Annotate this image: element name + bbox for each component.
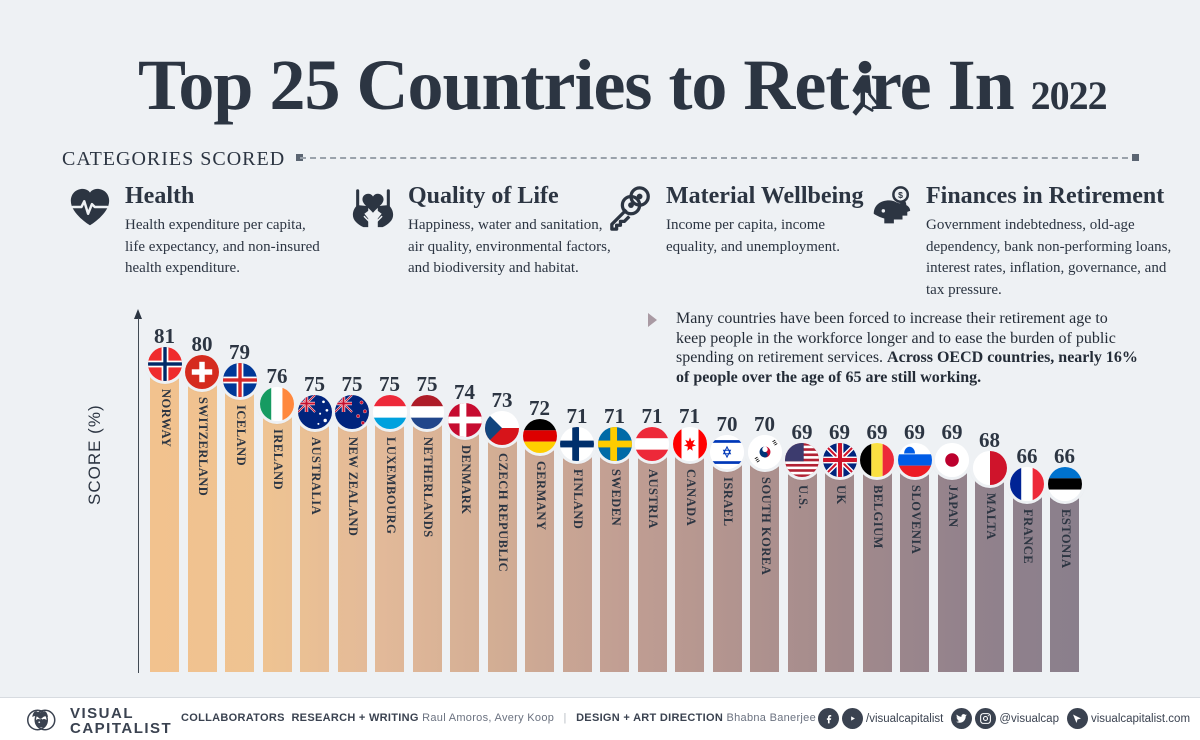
svg-text:$: $ <box>898 190 903 200</box>
